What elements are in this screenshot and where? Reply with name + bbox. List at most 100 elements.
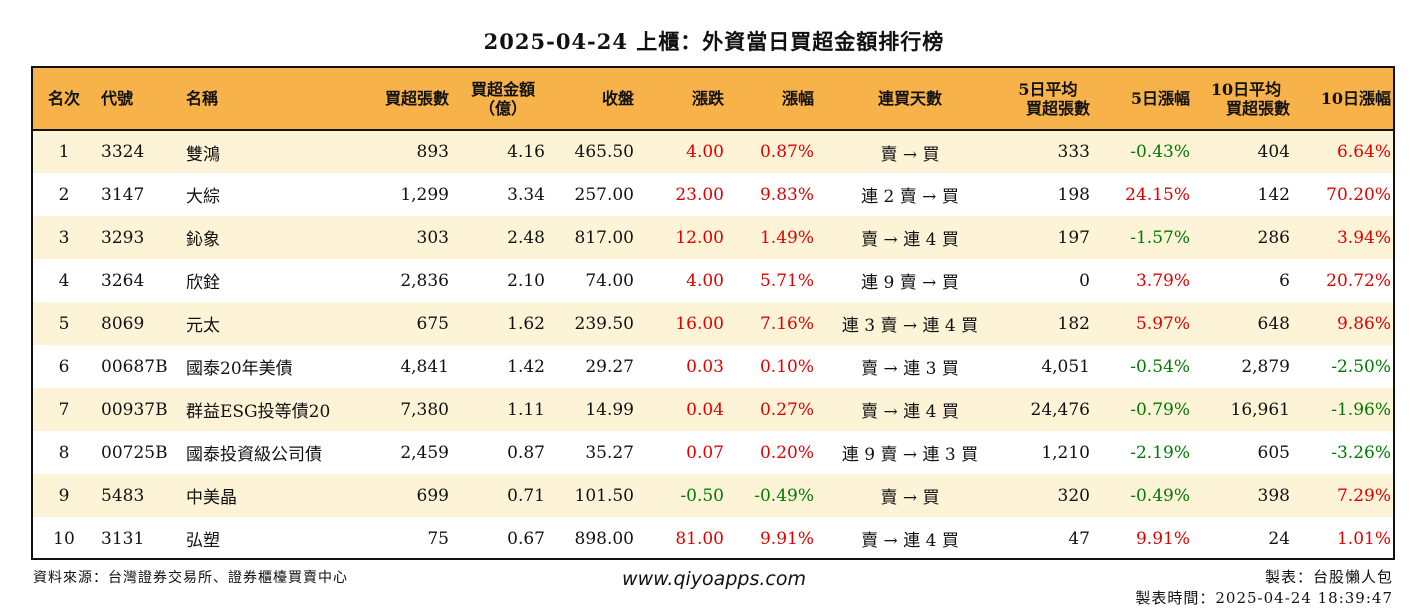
header-buy-amount: 買超金額 （億） (455, 68, 551, 131)
cell-buy-amount: 2.10 (507, 270, 545, 291)
website-link[interactable]: www.qiyoapps.com (622, 568, 806, 590)
cell-buy-lots: 1,299 (400, 184, 449, 205)
cell-change-pct: 5.71% (759, 270, 814, 291)
cell-pct5: -0.54% (1130, 356, 1190, 377)
cell-avg10: 286 (1257, 227, 1290, 248)
header-streak: 連買天數 (820, 68, 1000, 131)
cell-pct5: 9.91% (1135, 528, 1190, 549)
cell-avg5: 0 (1079, 270, 1090, 291)
cell-name: 群益ESG投等債20 (186, 402, 331, 422)
cell-buy-lots: 303 (416, 227, 449, 248)
cell-change: 0.07 (686, 442, 724, 463)
cell-avg5: 198 (1057, 184, 1090, 205)
cell-change: 4.00 (686, 142, 724, 162)
cell-avg5: 333 (1057, 142, 1090, 162)
cell-avg10: 648 (1257, 313, 1290, 334)
cell-name: 中美晶 (186, 488, 237, 508)
made-time: 製表時間：2025-04-24 18:39:47 (1135, 589, 1393, 607)
header-close: 收盤 (551, 68, 640, 131)
cell-streak: 連 3 賣 → 連 4 買 (841, 316, 979, 336)
cell-close: 74.00 (585, 270, 634, 291)
cell-avg10: 24 (1268, 528, 1290, 549)
cell-close: 101.50 (574, 485, 634, 506)
cell-change: 16.00 (675, 313, 724, 334)
cell-change-pct: 0.87% (759, 142, 814, 162)
cell-pct5: -0.49% (1130, 485, 1190, 506)
footer-credits: 製表：台股懶人包 製表時間：2025-04-24 18:39:47 (1135, 567, 1393, 609)
header-pct10: 10日漲幅 (1296, 68, 1393, 131)
cell-buy-lots: 2,459 (400, 442, 449, 463)
cell-rank: 7 (58, 399, 70, 420)
cell-change-pct: 7.16% (759, 313, 814, 334)
cell-change: 0.03 (686, 356, 724, 377)
cell-close: 817.00 (574, 227, 634, 248)
cell-name: 大綜 (186, 187, 220, 207)
header-change: 漲跌 (640, 68, 730, 131)
cell-change: 0.04 (686, 399, 724, 420)
cell-buy-lots: 2,836 (400, 270, 449, 291)
cell-change-pct: 0.10% (759, 356, 814, 377)
cell-pct5: -1.57% (1130, 227, 1190, 248)
cell-change: 23.00 (675, 184, 724, 205)
cell-code: 00725B (101, 442, 168, 463)
cell-buy-amount: 1.42 (507, 356, 545, 377)
cell-code: 00937B (101, 399, 168, 420)
header-rank: 名次 (33, 68, 95, 131)
cell-pct10: 70.20% (1326, 184, 1391, 205)
cell-rank: 10 (53, 528, 75, 549)
cell-name: 國泰投資級公司債 (186, 445, 322, 465)
cell-code: 8069 (101, 313, 145, 334)
cell-avg5: 47 (1068, 528, 1090, 549)
cell-pct5: 3.79% (1135, 270, 1190, 291)
header-buy-amount-line1: 買超金額 (470, 79, 535, 99)
cell-rank: 5 (58, 313, 70, 334)
cell-change-pct: 1.49% (759, 227, 814, 248)
cell-change: 12.00 (675, 227, 724, 248)
cell-pct5: -0.43% (1130, 142, 1190, 162)
ranking-table-container: 名次 代號 名稱 買超張數 買超金額 （億） 收盤 漲跌 漲幅 連買天數 5日平… (31, 66, 1395, 560)
cell-pct10: -3.26% (1331, 442, 1391, 463)
cell-streak: 連 9 賣 → 連 3 買 (841, 445, 979, 465)
cell-change-pct: 9.91% (759, 528, 814, 549)
cell-streak: 連 9 賣 → 買 (861, 273, 959, 293)
cell-rank: 1 (58, 142, 70, 162)
cell-avg5: 4,051 (1041, 356, 1090, 377)
cell-buy-amount: 2.48 (507, 227, 545, 248)
header-pct5: 5日漲幅 (1096, 68, 1196, 131)
cell-buy-amount: 4.16 (507, 142, 545, 162)
cell-rank: 4 (58, 270, 70, 291)
cell-name: 雙鴻 (186, 144, 220, 165)
cell-change-pct: -0.49% (754, 485, 814, 506)
cell-buy-lots: 75 (427, 528, 449, 549)
cell-pct10: -2.50% (1331, 356, 1391, 377)
cell-pct5: 24.15% (1125, 184, 1190, 205)
cell-buy-lots: 7,380 (400, 399, 449, 420)
ranking-table: 名次 代號 名稱 買超張數 買超金額 （億） 收盤 漲跌 漲幅 連買天數 5日平… (33, 68, 1393, 558)
header-avg10: 10日平均 買超張數 (1196, 68, 1296, 131)
cell-close: 898.00 (574, 528, 634, 549)
cell-code: 3131 (101, 528, 145, 549)
table-row: 5 8069 元太 675 1.62 239.50 16.00 7.16% 連 3 賣 → 連 … (33, 302, 1393, 345)
cell-avg10: 16,961 (1230, 399, 1290, 420)
cell-buy-lots: 893 (416, 142, 449, 162)
table-row: 6 00687B 國泰20年美債 4,841 1.42 29.27 0.03 0.10% 賣 →… (33, 345, 1393, 388)
cell-avg10: 605 (1257, 442, 1290, 463)
cell-pct5: -2.19% (1130, 442, 1190, 463)
cell-code: 3324 (101, 142, 145, 162)
cell-buy-amount: 3.34 (507, 184, 545, 205)
header-buy-lots: 買超張數 (360, 68, 455, 131)
header-change-pct: 漲幅 (730, 68, 820, 131)
cell-streak: 賣 → 連 4 買 (861, 402, 959, 422)
cell-avg5: 1,210 (1041, 442, 1090, 463)
table-row: 4 3264 欣銓 2,836 2.10 74.00 4.00 5.71% 連 9 賣 → 買 0… (33, 259, 1393, 302)
cell-avg10: 6 (1279, 270, 1290, 291)
cell-streak: 賣 → 連 4 買 (861, 230, 959, 250)
cell-rank: 6 (58, 356, 70, 377)
table-row: 2 3147 大綜 1,299 3.34 257.00 23.00 9.83% 連 2 賣 → … (33, 173, 1393, 216)
cell-name: 國泰20年美債 (186, 359, 293, 379)
table-row: 10 3131 弘塑 75 0.67 898.00 81.00 9.91% 賣 → 連 4 買 4… (33, 517, 1393, 558)
cell-avg10: 2,879 (1241, 356, 1290, 377)
cell-buy-lots: 675 (416, 313, 449, 334)
cell-code: 5483 (101, 485, 145, 506)
cell-code: 3264 (101, 270, 145, 291)
